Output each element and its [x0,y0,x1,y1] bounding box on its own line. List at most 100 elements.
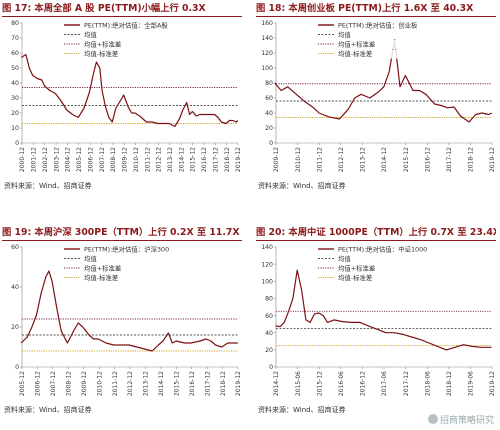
x-tick-label: 2009-12 [273,147,280,172]
x-tick-label: 2011-12 [144,147,151,172]
x-tick-label: 2017-12 [446,147,453,172]
x-tick-label: 2014-12 [178,147,185,172]
x-tick-label: 2014-12 [273,371,280,396]
y-tick-label: 0 [269,364,273,371]
y-tick-label: 30 [11,95,19,102]
y-tick-label: 40 [265,330,273,337]
x-tick-label: 2008-12 [110,147,117,172]
y-tick-label: 10 [11,125,19,132]
legend-bg [62,21,166,30]
legend-bg [316,49,420,59]
x-tick-label: 2000-12 [19,147,26,172]
y-tick-label: 40 [11,80,19,87]
x-tick-label: 2018-12 [220,371,227,396]
legend-label: 均值-标准差 [84,273,118,282]
legend-label: PE(TTM):绝对估值：全部A股 [84,20,168,29]
x-tick-label: 2003-12 [53,147,60,172]
series-line [20,270,238,352]
legend-bg [62,49,166,59]
x-tick-label: 2015-06 [295,371,302,396]
legend-label: 均值 [338,254,351,263]
x-tick-label: 2016-12 [201,147,208,172]
legend-label: 均值+标准差 [84,39,121,48]
chart-svg: 0 20 40 60 80 100 120 140 2014-12 2015-06 2015-12 2… [261,244,496,396]
x-tick-label: 2012-12 [156,147,163,172]
series-line [20,53,239,128]
legend-label: 均值+标准差 [338,263,375,272]
x-tick-label: 2016-06 [338,371,345,396]
chart-title: 图 18: 本周创业板 PE(TTM)上行 1.6X 至 40.3X [256,3,474,14]
legend-bg [62,254,166,264]
legend-label: 均值 [84,30,97,39]
title-rule [2,16,242,17]
x-tick-label: 2011-12 [316,147,323,172]
chart-panel-17: 图 17: 本周全部 A 股 PE(TTM)小幅上行 0.3X 0 10 20 30 4… [2,1,242,201]
series-line [275,269,492,351]
chart-source: 资料来源：Wind、招商证券 [258,406,346,414]
x-tick-label: 2004-12 [65,147,72,172]
chart-svg: 0 20 40 60 80 100 120 140 160 2009-12 2010-12 2011-… [261,20,496,172]
x-tick-label: 2012-12 [127,371,134,396]
legend-label: PE(TTM):绝对估值：创业板 [338,20,418,29]
chart-title: 图 20: 本周中证 1000PE（TTM）上行 0.7X 至 23.4X [256,227,496,238]
legend-bg [316,21,420,30]
legend-label: PE(TTM):绝对估值：沪深300 [84,244,169,253]
x-tick-label: 2017-12 [204,371,211,396]
x-tick-label: 2018-12 [468,147,475,172]
x-tick-label: 2016-12 [360,371,367,396]
chart-svg: 0 20 40 60 2005-12 2006-12 2007-12 2008-12 2009-… [11,244,242,396]
wechat-icon [427,414,438,424]
x-tick-label: 2010-12 [96,371,103,396]
title-rule [256,16,496,17]
x-tick-label: 2015-12 [316,371,323,396]
legend-label: 均值-标准差 [338,273,372,282]
legend-bg [316,30,420,40]
y-tick-label: 100 [261,278,273,285]
chart-svg: 0 10 20 30 40 50 60 70 80 2000-12 2001-12 2002-12 20… [11,20,242,172]
x-tick-label: 2015-12 [190,147,197,172]
x-tick-label: 2007-12 [99,147,106,172]
y-tick-label: 60 [11,244,19,251]
legend-bg [316,245,420,254]
legend-bg [316,264,420,273]
y-tick-label: 120 [261,261,273,268]
x-tick-label: 2013-12 [143,371,150,396]
legend-label: 均值-标准差 [84,49,118,58]
x-tick-label: 2015-12 [173,371,180,396]
y-tick-label: 80 [11,20,19,27]
y-tick-label: 20 [11,324,19,331]
legend-label: 均值 [338,30,351,39]
y-tick-label: 140 [261,244,273,251]
y-tick-label: 20 [11,110,19,117]
y-tick-label: 160 [261,20,273,27]
y-tick-label: 20 [265,347,273,354]
x-tick-label: 2011-12 [112,371,119,396]
x-tick-label: 2019-12 [235,371,242,396]
x-tick-label: 2018-06 [424,371,431,396]
x-tick-label: 2018-12 [446,371,453,396]
x-tick-label: 2010-12 [295,147,302,172]
x-tick-label: 2019-12 [489,147,496,172]
y-tick-label: 70 [11,35,19,42]
y-tick-label: 80 [265,296,273,303]
x-tick-label: 2017-06 [381,371,388,396]
x-tick-label: 2019-06 [468,371,475,396]
legend-bg [62,30,166,40]
y-tick-label: 50 [11,65,19,72]
chart-source: 资料来源：Wind、招商证券 [4,182,92,190]
legend-bg [316,254,420,264]
x-tick-label: 2010-12 [133,147,140,172]
x-tick-label: 2006-12 [87,147,94,172]
legend-bg [316,273,420,283]
chart-title: 图 19: 本周沪深 300PE（TTM）上行 0.2X 至 11.7X [2,227,240,238]
x-tick-label: 2009-12 [81,371,88,396]
legend-label: 均值+标准差 [84,263,121,272]
y-tick-label: 40 [11,284,19,291]
x-tick-label: 2009-12 [122,147,129,172]
chart-source: 资料来源：Wind、招商证券 [258,182,346,190]
x-tick-label: 2001-12 [31,147,38,172]
y-tick-label: 0 [269,140,273,147]
watermark: 招商策略研究 [427,413,494,426]
legend-bg [316,40,420,49]
y-tick-label: 40 [265,110,273,117]
